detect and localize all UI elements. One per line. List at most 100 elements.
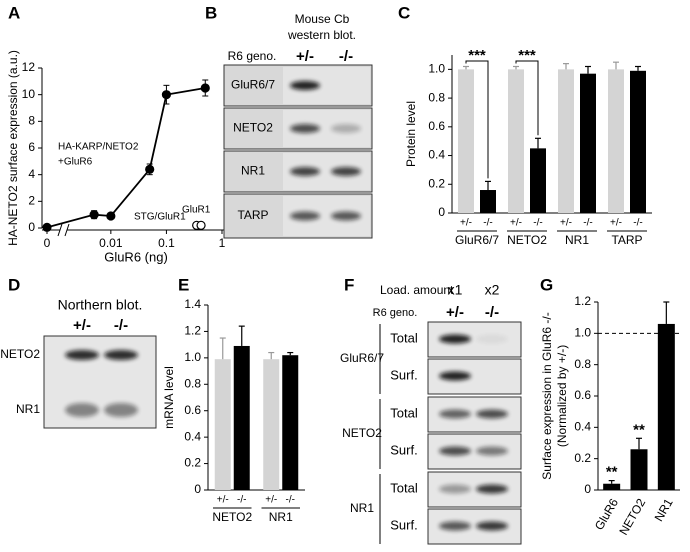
blot-band [476,521,508,531]
blot-band [290,81,320,90]
series-label: +/- [560,218,572,229]
y-tick-label: 0.4 [574,420,591,434]
panel-letter: C [398,3,410,22]
lane-label: +/- [446,304,464,321]
data-point [89,210,99,220]
blot-band [476,409,508,419]
category-label: TARP [611,233,642,247]
series-label: +/- [610,218,622,229]
panel-letter: F [344,275,354,294]
annotation: ** [633,421,645,438]
data-point [145,164,155,174]
panel-letter: G [540,275,553,294]
significance-bracket [515,60,539,136]
bar [508,69,524,213]
load-value: x2 [485,282,500,298]
bar [608,69,624,213]
blot-group-label: NETO2 [342,426,382,440]
y-tick-label: 8 [28,114,35,128]
y-tick-label: 0.4 [184,429,201,443]
bar [530,148,546,213]
blot-band [290,124,320,133]
blot-row-label: NR1 [241,164,265,178]
blot-band [439,521,471,531]
blot-row-label: Surf. [390,442,417,457]
category-label: NETO2 [507,233,547,247]
blot-band [476,334,508,344]
blot-row-label: Total [390,405,418,420]
series-label: +/- [510,218,522,229]
data-line [46,87,206,229]
x-tick-label: 0 [44,236,51,250]
annotation: *** [468,47,486,64]
blot-band [439,484,471,494]
y-tick-label: 1.0 [574,326,591,340]
blot-band [439,334,471,344]
category-label: NR1 [652,496,676,524]
category-label: NR1 [269,510,293,524]
series-label: -/- [583,218,592,229]
blot-band [331,167,361,176]
blot-band [290,167,320,176]
data-point [106,211,116,221]
blot-band [65,350,99,360]
significance-bracket [465,60,489,179]
y-tick-label: 0 [584,482,591,496]
y-tick-label: 0.2 [428,176,445,190]
annotation: STG/GluR1 [134,212,186,223]
bar [214,359,231,490]
y-tick-label: 12 [22,60,36,74]
series-label: -/- [286,495,295,506]
annotation: *** [518,47,536,64]
panel-letter: E [178,275,189,294]
category-label: NR1 [565,233,589,247]
blot-band [290,211,320,221]
y-tick-label: 6 [28,140,35,154]
category-label: NETO2 [212,510,252,524]
y-axis-label: Surface expression in GluR6 -/- [540,312,554,479]
load-value: x1 [448,282,463,298]
y-tick-label: 0.8 [428,90,445,104]
annotation: GluR1 [182,205,211,216]
bar [480,190,496,213]
blot-title: Northern blot. [58,297,143,313]
blot-row-label: TARP [237,208,268,222]
blot-band [104,403,138,417]
blot-band [331,124,361,133]
blot-row-label: Surf. [390,517,417,532]
y-tick-label: 1.4 [184,297,201,311]
lane-label: -/- [339,48,353,65]
y-tick-label: 1.2 [184,324,201,338]
bar [458,69,474,213]
annotation: +GluR6 [58,157,93,168]
blot-group-label: GluR6/7 [340,351,384,365]
y-tick-label: 1.0 [184,350,201,364]
series-label: +/- [460,218,472,229]
bar [630,70,646,213]
y-tick-label: 1.2 [574,294,591,308]
bar [603,483,621,490]
lane-label: -/- [485,304,499,321]
y-tick-label: 0.4 [428,148,445,162]
data-point [42,222,52,232]
y-tick-label: 0.8 [184,376,201,390]
lane-label: +/- [73,317,91,334]
blot-row-label: GluR6/7 [231,78,275,92]
blot-band [439,409,471,419]
bar [233,345,250,490]
y-tick-label: 0.2 [574,451,591,465]
y-axis-label: mRNA level [162,366,176,429]
series-label: -/- [633,218,642,229]
y-tick-label: 2 [28,194,35,208]
series-label: -/- [237,495,246,506]
blot-band [439,371,471,381]
bar [580,73,596,213]
axis-break [64,223,70,237]
bar [630,449,648,490]
blot-band [476,484,508,494]
blot-strip [43,335,157,429]
category-label: NETO2 [616,496,648,538]
y-tick-label: 0.6 [428,119,445,133]
lane-label: +/- [296,48,314,65]
